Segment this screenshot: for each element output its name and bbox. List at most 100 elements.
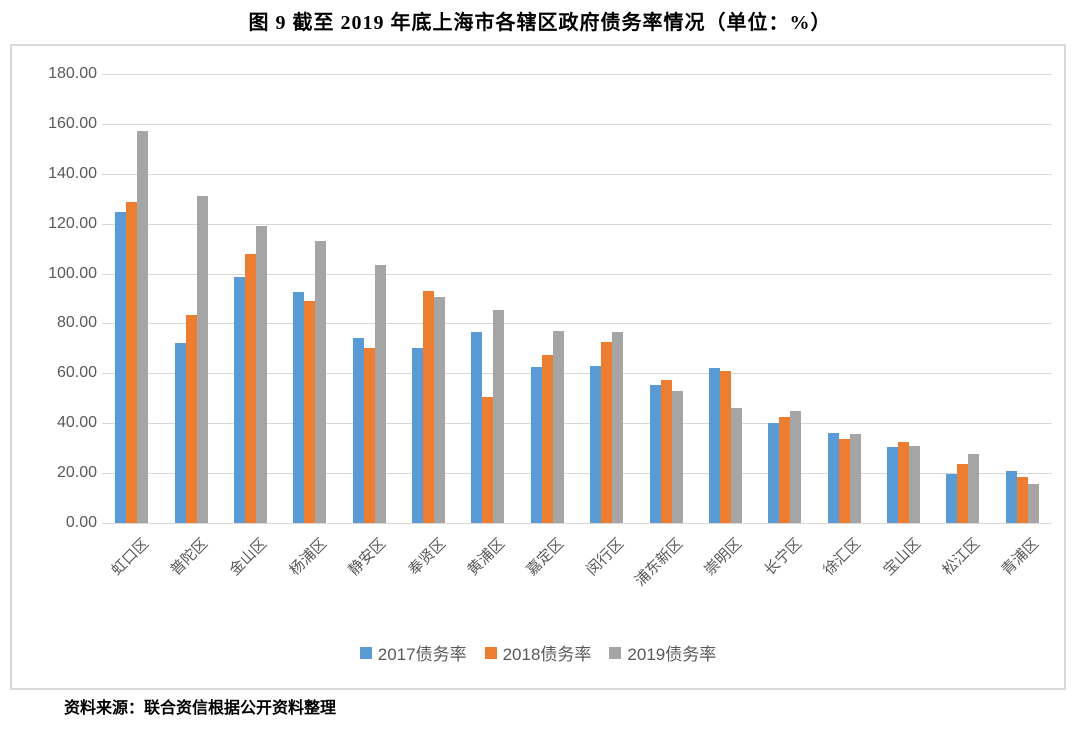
bar	[660, 379, 672, 523]
bar	[255, 226, 267, 523]
x-tick-label: 闵行区	[582, 535, 627, 579]
x-tick-label: 杨浦区	[286, 535, 330, 579]
x-tick-label: 宝山区	[879, 535, 924, 579]
gridline	[102, 223, 1052, 225]
x-axis-labels: 虹口区 普陀区 金山区 杨浦区 静安区 奉贤区 黄浦区 嘉定区 闵行区 浦东新区 崇明区 长宁区 徐汇区…	[102, 533, 1052, 643]
bar	[590, 365, 602, 523]
plot-area	[102, 74, 1052, 524]
bar	[126, 201, 138, 523]
legend: 2017债务率 2018债务率 2019债务率	[12, 640, 1064, 665]
bar	[708, 368, 720, 523]
gridline	[102, 123, 1052, 125]
x-tick-label: 金山区	[226, 535, 271, 579]
bar	[233, 277, 245, 523]
bar-group	[755, 74, 814, 523]
bar	[471, 332, 483, 523]
bar	[352, 338, 364, 523]
y-tick-label: 40.00	[56, 414, 97, 432]
chart-frame: 0.00 20.00 40.00 60.00 80.00 100.00 120.00 140.…	[10, 44, 1066, 690]
source-note: 资料来源：联合资信根据公开资料整理	[64, 700, 337, 717]
gridline	[102, 423, 1052, 425]
bar	[423, 291, 435, 523]
bar	[412, 348, 424, 523]
bar	[849, 434, 861, 523]
bar-group	[696, 74, 755, 523]
bar	[898, 441, 910, 523]
gridline	[102, 323, 1052, 325]
bar-group	[577, 74, 636, 523]
x-tick-label: 普陀区	[167, 535, 212, 579]
bar	[612, 332, 624, 523]
bar	[957, 464, 969, 523]
legend-label: 2018债务率	[502, 645, 592, 664]
y-tick-label: 180.00	[48, 65, 97, 82]
x-tick-label: 松江区	[939, 535, 984, 579]
gridline	[102, 273, 1052, 275]
bar-group	[518, 74, 577, 523]
x-tick-label: 嘉定区	[523, 535, 568, 579]
bar	[887, 446, 899, 523]
bar	[1005, 470, 1017, 523]
y-tick-label: 100.00	[48, 264, 97, 282]
x-tick-label: 虹口区	[107, 535, 152, 579]
bar	[790, 410, 802, 523]
bar-group	[815, 74, 874, 523]
bar	[946, 474, 958, 523]
legend-swatch-icon	[609, 646, 622, 659]
bar	[552, 330, 564, 523]
bar	[838, 439, 850, 523]
bar	[374, 264, 386, 523]
bar	[530, 367, 542, 523]
y-tick-label: 140.00	[48, 164, 97, 182]
bar-group	[221, 74, 280, 523]
bar-groups	[102, 74, 1052, 523]
legend-label: 2019债务率	[627, 645, 717, 664]
bar	[363, 348, 375, 523]
bar	[244, 253, 256, 523]
y-tick-label: 20.00	[56, 464, 97, 482]
bar-group	[993, 74, 1052, 523]
bar-group	[636, 74, 695, 523]
bar	[1016, 476, 1028, 523]
x-tick-label: 黄浦区	[464, 535, 509, 579]
bar	[137, 131, 149, 523]
bar-group	[340, 74, 399, 523]
bar	[493, 309, 505, 523]
bar	[671, 390, 683, 523]
bar	[909, 445, 921, 523]
bar	[541, 354, 553, 523]
gridline	[102, 473, 1052, 475]
x-tick-label: 青浦区	[998, 535, 1043, 579]
bar	[649, 384, 661, 523]
bar-group	[933, 74, 992, 523]
bar	[185, 314, 197, 523]
bar	[730, 408, 742, 523]
bar	[968, 454, 980, 523]
bar	[768, 423, 780, 523]
bar-group	[102, 74, 161, 523]
x-tick-label: 崇明区	[701, 535, 746, 579]
gridline	[102, 173, 1052, 175]
bar	[482, 397, 494, 523]
legend-label: 2017债务率	[377, 645, 467, 664]
legend-item: 2018债务率	[484, 640, 592, 665]
bar	[719, 370, 731, 523]
x-tick-label: 浦东新区	[631, 535, 687, 590]
bar	[115, 212, 127, 523]
bar-group	[874, 74, 933, 523]
bar	[1027, 484, 1039, 523]
x-tick-label: 徐汇区	[820, 535, 865, 579]
legend-swatch-icon	[359, 646, 372, 659]
bar	[827, 433, 839, 523]
legend-item: 2019债务率	[609, 640, 716, 665]
bar	[196, 196, 208, 523]
x-tick-label: 静安区	[345, 535, 390, 579]
gridline	[102, 74, 1052, 75]
legend-item: 2017债务率	[359, 640, 467, 665]
bar-group	[161, 74, 220, 523]
legend-swatch-icon	[484, 646, 497, 659]
x-tick-label: 长宁区	[761, 535, 805, 579]
figure-title: 图 9 截至 2019 年底上海市各辖区政府债务率情况（单位：%）	[248, 12, 832, 34]
gridline	[102, 523, 1052, 524]
bar-group	[280, 74, 339, 523]
